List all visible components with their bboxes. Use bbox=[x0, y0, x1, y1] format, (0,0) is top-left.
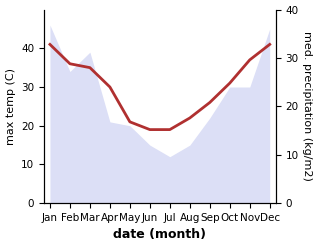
X-axis label: date (month): date (month) bbox=[113, 228, 206, 242]
Y-axis label: med. precipitation (kg/m2): med. precipitation (kg/m2) bbox=[302, 31, 313, 181]
Y-axis label: max temp (C): max temp (C) bbox=[5, 68, 16, 145]
